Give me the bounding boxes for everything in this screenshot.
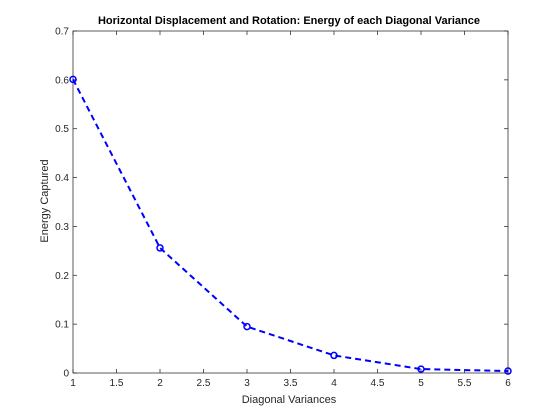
series-line [72,78,509,373]
y-tick-label: 0.5 [55,124,69,135]
data-point [243,322,251,331]
x-tick-label: 2 [157,378,163,389]
data-point [417,365,425,373]
x-tick-label: 5 [418,378,424,389]
y-tick-label: 0.2 [55,271,69,282]
y-tick-label: 0.1 [55,320,69,331]
x-tick-label: 6 [505,378,511,389]
data-point [330,351,338,360]
y-tick-label: 0 [63,369,69,380]
x-tick-label: 2.5 [197,378,211,389]
y-tick-label: 0.7 [55,27,69,38]
chart-title: Horizontal Displacement and Rotation: En… [98,15,480,27]
x-tick-label: 3.5 [284,378,298,389]
x-tick-label: 5.5 [458,378,472,389]
data-point [156,244,164,252]
x-tick-label: 1 [70,378,76,389]
x-tick-label: 1.5 [110,378,124,389]
plot-area: 1 1.5 2 2.5 3 3.5 4 4.5 5 5.5 6 0 0.1 0.2 0.3 0.4 0.5 0.6… [55,27,512,389]
x-tick-label: 4 [331,378,337,389]
x-tick-label: 3 [244,378,250,389]
x-axis-label: Diagonal Variances [242,394,337,406]
x-tick-label: 4.5 [371,378,385,389]
data-point [69,75,77,84]
data-point [504,367,512,375]
y-axis-label: Energy Captured [39,159,51,242]
y-tick-label: 0.4 [55,173,69,184]
y-tick-label: 0.6 [55,75,69,86]
axes-box [72,30,509,374]
y-tick-label: 0.3 [55,222,69,233]
